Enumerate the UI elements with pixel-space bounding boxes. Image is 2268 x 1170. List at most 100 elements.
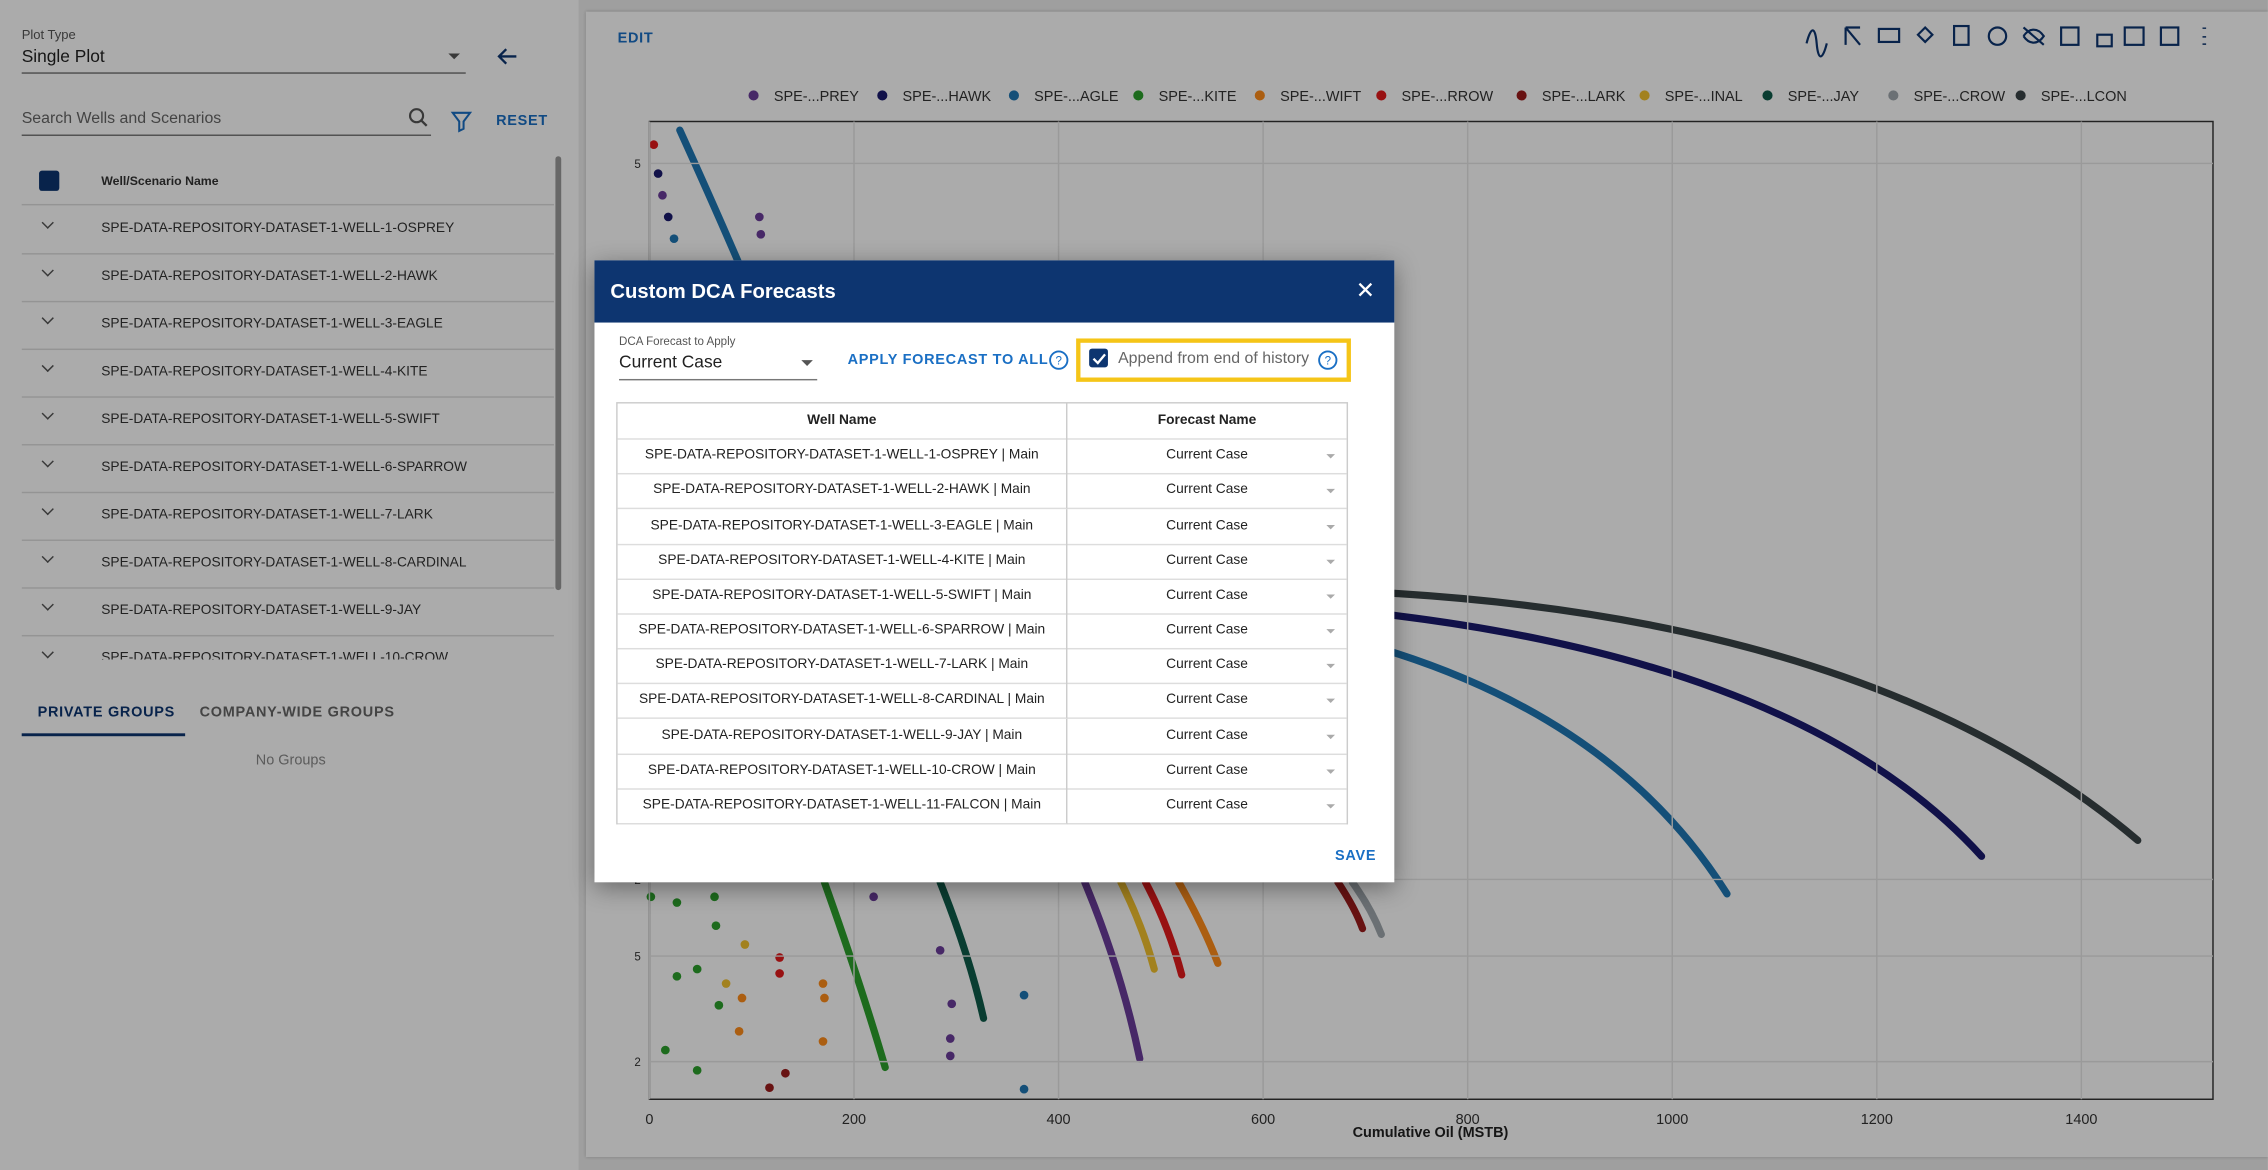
legend-swatch bbox=[1639, 90, 1650, 101]
modal-header bbox=[594, 260, 1395, 323]
y-tick-label: 5 bbox=[634, 159, 640, 171]
forecast-curves bbox=[676, 126, 2142, 1072]
legend-swatch bbox=[1762, 90, 1773, 101]
toolbar-icon[interactable] bbox=[1987, 26, 2008, 46]
dropdown-arrow bbox=[1326, 803, 1336, 809]
legend-label: SPE-...PREY bbox=[774, 89, 859, 105]
forecast-cell[interactable]: Current Case bbox=[1067, 788, 1347, 825]
well-cell: SPE-DATA-REPOSITORY-DATASET-1-WELL-4-KIT… bbox=[617, 543, 1068, 580]
well-row[interactable]: SPE-DATA-REPOSITORY-DATASET-1-WELL-2-HAW… bbox=[21, 253, 554, 303]
plot-type-select[interactable]: Single Plot bbox=[21, 46, 105, 67]
forecast-cell[interactable]: Current Case bbox=[1067, 753, 1347, 790]
search-icon[interactable] bbox=[408, 108, 425, 124]
history-point bbox=[945, 1034, 955, 1043]
plot-type-label: Plot Type bbox=[21, 27, 76, 42]
dropdown-arrow bbox=[1326, 454, 1336, 459]
underline bbox=[21, 134, 432, 136]
well-row[interactable]: SPE-DATA-REPOSITORY-DATASET-1-WELL-7-LAR… bbox=[21, 492, 554, 541]
x-tick-label: 1200 bbox=[1861, 1112, 1893, 1128]
well-row[interactable]: SPE-DATA-REPOSITORY-DATASET-1-WELL-5-SWI… bbox=[21, 396, 554, 446]
well-row[interactable]: SPE-DATA-REPOSITORY-DATASET-1-WELL-10-CR… bbox=[22, 635, 554, 660]
history-point bbox=[672, 898, 682, 907]
legend-label: SPE-...HAWK bbox=[903, 89, 992, 105]
legend-label: SPE-...KITE bbox=[1159, 89, 1237, 105]
well-name: SPE-DATA-REPOSITORY-DATASET-1-WELL-7-LAR… bbox=[101, 506, 433, 523]
x-axis-label: Cumulative Oil (MSTB) bbox=[1353, 1125, 1509, 1141]
forecast-cell[interactable]: Current Case bbox=[1067, 683, 1347, 720]
save-text: SAVE bbox=[1335, 848, 1377, 865]
help-icon[interactable] bbox=[1049, 350, 1069, 370]
apply-all-text: APPLY FORECAST TO ALL bbox=[847, 352, 1049, 369]
history-point bbox=[692, 964, 702, 974]
forecast-cell[interactable]: Current Case bbox=[1067, 473, 1347, 510]
help-glyph: ? bbox=[1056, 355, 1062, 367]
tab-company[interactable]: COMPANY-WIDE GROUPS bbox=[199, 705, 395, 722]
well-row[interactable]: SPE-DATA-REPOSITORY-DATASET-1-WELL-1-OSP… bbox=[21, 205, 554, 255]
forecast-select[interactable]: Current Case bbox=[619, 351, 723, 372]
legend-swatch bbox=[1133, 90, 1144, 101]
toolbar-icon[interactable] bbox=[2060, 26, 2080, 46]
legend-label: SPE-...INAL bbox=[1665, 89, 1743, 105]
select-all-checkbox[interactable] bbox=[39, 170, 60, 191]
tab-private[interactable]: PRIVATE GROUPS bbox=[37, 705, 175, 722]
history-point bbox=[710, 892, 719, 902]
y-tick-label: 5 bbox=[634, 951, 640, 963]
toolbar-icon[interactable] bbox=[2096, 33, 2113, 48]
append-checkbox[interactable] bbox=[1089, 348, 1108, 368]
search-icon-handle bbox=[420, 119, 428, 127]
legend-swatch bbox=[2015, 90, 2026, 101]
reset-text: RESET bbox=[496, 113, 548, 130]
dropdown-arrow bbox=[1326, 629, 1336, 634]
modal: Custom DCA Forecasts ✕ DCA Forecast to A… bbox=[594, 260, 1395, 883]
history-point bbox=[721, 979, 731, 988]
edit-button[interactable]: EDIT bbox=[618, 31, 654, 47]
well-name: SPE-DATA-REPOSITORY-DATASET-1-WELL-5-SWI… bbox=[101, 411, 440, 428]
forecast-cell[interactable]: Current Case bbox=[1067, 543, 1347, 580]
legend-label: SPE-...LARK bbox=[1542, 89, 1626, 105]
back-arrow[interactable] bbox=[497, 48, 517, 65]
toolbar-icon[interactable] bbox=[1805, 29, 1828, 58]
well-row[interactable]: SPE-DATA-REPOSITORY-DATASET-1-WELL-9-JAY bbox=[21, 587, 554, 637]
dropdown-arrow bbox=[1326, 768, 1336, 774]
toolbar-icon[interactable] bbox=[1844, 26, 1861, 46]
forecast-cell[interactable]: Current Case bbox=[1067, 648, 1347, 685]
filter-icon[interactable] bbox=[450, 111, 473, 133]
dropdown-arrow bbox=[1326, 489, 1336, 494]
history-point bbox=[869, 892, 878, 902]
help-icon[interactable] bbox=[1318, 350, 1338, 370]
apply-all-button[interactable]: APPLY FORECAST TO ALL bbox=[848, 352, 1049, 368]
search-input[interactable]: Search Wells and Scenarios bbox=[21, 109, 222, 128]
close-button[interactable]: ✕ bbox=[1355, 279, 1376, 304]
well-row[interactable]: SPE-DATA-REPOSITORY-DATASET-1-WELL-8-CAR… bbox=[21, 540, 554, 589]
toolbar-icon[interactable] bbox=[1916, 25, 1934, 44]
legend-label: SPE-...AGLE bbox=[1034, 89, 1119, 105]
forecast-cell[interactable]: Current Case bbox=[1067, 578, 1347, 615]
dropdown-arrow bbox=[448, 53, 460, 60]
legend-label: SPE-...WIFT bbox=[1280, 89, 1361, 105]
history-point bbox=[734, 1026, 744, 1036]
forecast-cell[interactable]: Current Case bbox=[1067, 508, 1347, 545]
toolbar-icon[interactable] bbox=[2022, 26, 2046, 46]
history-point bbox=[692, 1065, 702, 1075]
forecast-cell[interactable]: Current Case bbox=[1067, 438, 1347, 475]
toolbar-icon[interactable] bbox=[1877, 27, 1901, 44]
scrollbar bbox=[555, 156, 562, 591]
toolbar-icon[interactable] bbox=[1953, 24, 1970, 46]
forecast-cell[interactable]: Current Case bbox=[1067, 718, 1347, 755]
legend-swatch bbox=[1888, 90, 1899, 101]
well-row[interactable]: SPE-DATA-REPOSITORY-DATASET-1-WELL-3-EAG… bbox=[21, 301, 554, 351]
highlight-box bbox=[1076, 338, 1351, 382]
x-tick-label: 1000 bbox=[1656, 1112, 1688, 1128]
forecast-table: Well Name Forecast Name SPE-DATA-REPOSITOR… bbox=[616, 402, 1349, 825]
no-groups: No Groups bbox=[255, 752, 326, 769]
toolbar-icon[interactable] bbox=[2159, 26, 2180, 46]
history-point bbox=[818, 979, 828, 988]
forecast-cell[interactable]: Current Case bbox=[1067, 613, 1347, 650]
well-row[interactable]: SPE-DATA-REPOSITORY-DATASET-1-WELL-6-SPA… bbox=[21, 444, 554, 494]
well-name: SPE-DATA-REPOSITORY-DATASET-1-WELL-8-CAR… bbox=[101, 554, 467, 571]
save-button[interactable]: SAVE bbox=[1335, 848, 1376, 864]
reset-button[interactable]: RESET bbox=[496, 114, 548, 130]
legend-swatch bbox=[1376, 90, 1387, 101]
well-row[interactable]: SPE-DATA-REPOSITORY-DATASET-1-WELL-4-KIT… bbox=[21, 349, 554, 398]
toolbar-icon[interactable] bbox=[2123, 26, 2145, 46]
